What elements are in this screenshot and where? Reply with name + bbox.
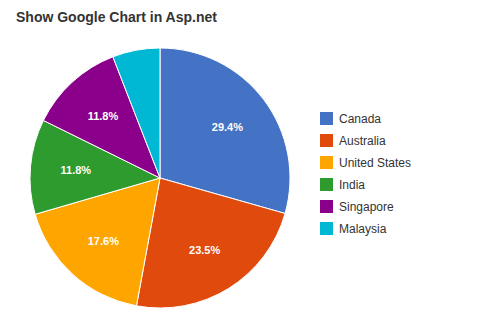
legend-label: India [339, 178, 365, 192]
legend-label: United States [339, 156, 411, 170]
data-label: 11.8% [61, 164, 92, 176]
slice [113, 48, 160, 178]
title: Show Google Chart in Asp.net [16, 9, 217, 25]
legend-item: Singapore [320, 200, 394, 214]
legend-item: Malaysia [320, 222, 387, 236]
chart: Show Google Chart in Asp.net 29.4% 23.5% 17… [0, 0, 488, 319]
legend-label: Canada [339, 112, 381, 126]
data-label: 11.8% [88, 110, 119, 122]
data-label: 23.5% [189, 244, 220, 256]
legend-item: Australia [320, 134, 386, 148]
legend-swatch [320, 178, 333, 191]
legend-item: India [320, 178, 365, 192]
legend-swatch [320, 200, 333, 213]
legend-swatch [320, 112, 333, 125]
legend-label: Malaysia [339, 222, 387, 236]
legend: Canada Australia United States India Singapo… [320, 112, 411, 236]
legend-item: United States [320, 156, 411, 170]
data-label: 17.6% [88, 235, 119, 247]
legend-label: Singapore [339, 200, 394, 214]
data-labels: 29.4% 23.5% 17.6% 11.8% 11.8% [61, 110, 244, 256]
legend-swatch [320, 134, 333, 147]
data-label: 29.4% [212, 121, 243, 133]
legend-label: Australia [339, 134, 386, 148]
slice [136, 178, 285, 308]
legend-swatch [320, 222, 333, 235]
pie [30, 48, 290, 308]
legend-item: Canada [320, 112, 381, 126]
legend-swatch [320, 156, 333, 169]
